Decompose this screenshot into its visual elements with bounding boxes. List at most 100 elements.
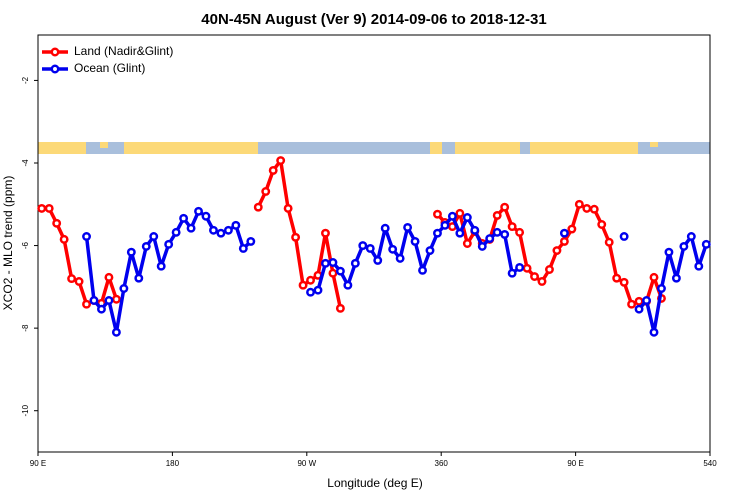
data-point (291, 232, 301, 242)
data-point (119, 284, 129, 293)
data-point (447, 211, 457, 221)
legend-label: Land (Nadir&Glint) (74, 44, 173, 58)
data-point (433, 228, 442, 238)
data-point (455, 208, 465, 218)
data-point (530, 272, 539, 281)
data-point (664, 247, 674, 257)
data-point (589, 204, 599, 214)
data-point (470, 225, 480, 235)
data-point (403, 222, 413, 232)
x-tick-label: 90 E (567, 459, 583, 468)
data-point (268, 165, 278, 175)
x-axis-label: Longitude (deg E) (327, 476, 422, 490)
data-point (515, 262, 525, 272)
data-point (67, 274, 77, 284)
data-point (395, 253, 405, 263)
series-line (637, 234, 708, 335)
data-point (97, 304, 106, 314)
data-point (335, 266, 345, 276)
data-point (507, 222, 517, 232)
data-point (82, 299, 91, 309)
data-point (328, 258, 338, 267)
data-point (649, 272, 659, 282)
data-point (492, 210, 502, 220)
legend-marker (50, 64, 60, 74)
data-point (358, 241, 368, 251)
data-point (313, 285, 323, 295)
data-point (216, 228, 226, 238)
data-point (365, 244, 375, 253)
y-tick-label: -2 (21, 76, 30, 84)
data-point (335, 303, 345, 313)
data-point (149, 232, 159, 241)
data-point (515, 227, 525, 237)
data-point (462, 239, 472, 248)
series-line (310, 214, 521, 294)
x-tick-label: 90 W (297, 459, 316, 468)
x-tick-label: 180 (166, 459, 180, 468)
data-point (104, 272, 114, 282)
y-tick-label: -4 (21, 159, 30, 167)
chart-title: 40N-45N August (Ver 9) 2014-09-06 to 201… (201, 11, 546, 28)
data-point (545, 265, 554, 274)
data-point (619, 232, 629, 241)
data-point (582, 203, 592, 213)
data-point (380, 223, 390, 233)
data-point (350, 258, 360, 268)
data-point (477, 241, 487, 251)
data-point (597, 220, 607, 229)
data-point (559, 236, 569, 246)
data-point (74, 277, 84, 286)
data-point (164, 239, 174, 249)
data-point (507, 268, 517, 278)
data-point (209, 225, 218, 235)
data-point (156, 261, 166, 271)
legend-label: Ocean (Glint) (74, 61, 145, 75)
data-point (171, 227, 181, 237)
data-point (186, 223, 196, 233)
y-axis-label: XCO2 - MLO trend (ppm) (1, 176, 15, 311)
data-point (642, 296, 651, 305)
data-point (462, 213, 472, 222)
data-point (485, 234, 495, 243)
data-point (44, 203, 54, 213)
data-point (567, 224, 577, 234)
data-point (134, 273, 144, 283)
data-point (126, 247, 136, 257)
data-point (253, 202, 263, 212)
data-point (522, 263, 532, 273)
data-point (231, 220, 241, 230)
data-point (52, 218, 62, 228)
data-point (612, 273, 622, 283)
x-tick-label: 360 (435, 459, 449, 468)
data-point (104, 296, 114, 305)
data-point (634, 296, 644, 306)
data-point (343, 280, 353, 290)
data-point (500, 202, 510, 212)
data-point (500, 229, 510, 239)
data-point (537, 277, 547, 286)
data-point (694, 261, 704, 271)
data-point (433, 209, 442, 219)
data-point (276, 156, 286, 165)
data-point (559, 228, 569, 238)
data-point (82, 232, 91, 241)
data-point (686, 232, 696, 241)
data-point (373, 255, 383, 265)
data-point (418, 265, 427, 275)
data-point (223, 225, 233, 235)
legend-marker (50, 47, 60, 57)
data-point (298, 280, 308, 290)
data-point (37, 203, 47, 213)
data-point (246, 236, 256, 246)
x-tick-label: 540 (703, 459, 717, 468)
data-point (440, 220, 450, 230)
data-point (410, 236, 420, 246)
data-point (306, 275, 315, 285)
data-point (388, 244, 398, 254)
data-point (111, 294, 121, 304)
data-point (261, 187, 271, 196)
data-point (141, 241, 151, 251)
data-point (201, 211, 211, 221)
data-point (306, 287, 315, 297)
